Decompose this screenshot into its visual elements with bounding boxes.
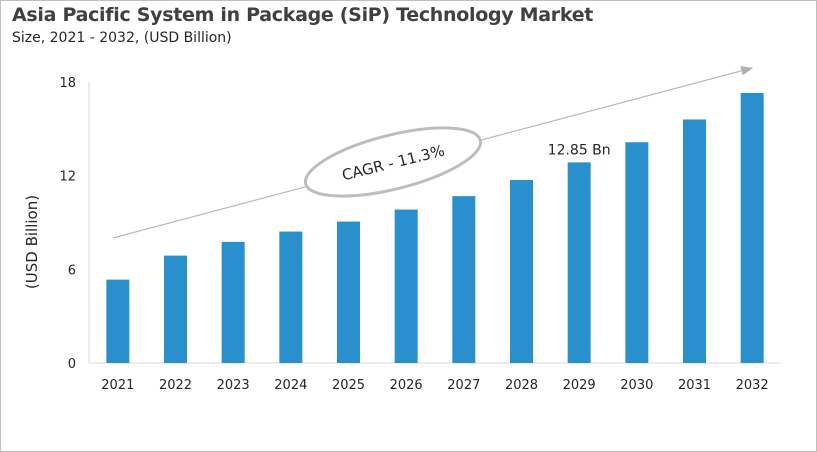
x-tick-label: 2032 xyxy=(736,378,769,393)
x-tick-label: 2021 xyxy=(101,378,134,393)
bar-2031 xyxy=(683,119,706,363)
y-tick-label: 18 xyxy=(59,76,76,91)
x-tick-label: 2022 xyxy=(159,378,192,393)
chart-subtitle: Size, 2021 - 2032, (USD Billion) xyxy=(12,30,232,46)
bar-2024 xyxy=(279,231,303,363)
cagr-ellipse xyxy=(303,126,483,198)
chart-title: Asia Pacific System in Package (SiP) Tec… xyxy=(12,4,594,26)
bar-2022 xyxy=(164,255,187,363)
bar-2029 xyxy=(567,162,591,363)
x-tick-label: 2025 xyxy=(332,378,365,393)
y-tick-label: 12 xyxy=(59,170,76,185)
data-label-2029: 12.85 Bn xyxy=(548,142,611,158)
bar-2021 xyxy=(106,279,130,363)
x-tick-label: 2030 xyxy=(620,378,653,393)
y-tick-label: 6 xyxy=(68,263,76,278)
bar-2023 xyxy=(221,241,245,363)
x-tick-label: 2026 xyxy=(390,378,423,393)
x-tick-label: 2023 xyxy=(217,378,250,393)
x-tick-label: 2028 xyxy=(505,378,538,393)
y-tick-label: 0 xyxy=(68,357,76,372)
x-tick-label: 2024 xyxy=(274,378,307,393)
y-axis-label: (USD Billion) xyxy=(23,195,41,289)
x-tick-label: 2031 xyxy=(678,378,711,393)
x-tick-label: 2027 xyxy=(447,378,480,393)
bar-2027 xyxy=(452,196,476,363)
bar-2025 xyxy=(337,221,360,363)
bar-2028 xyxy=(510,180,533,363)
x-tick-label: 2029 xyxy=(563,378,596,393)
bar-2032 xyxy=(740,92,764,363)
bar-2026 xyxy=(394,209,418,363)
bar-2030 xyxy=(625,142,649,363)
